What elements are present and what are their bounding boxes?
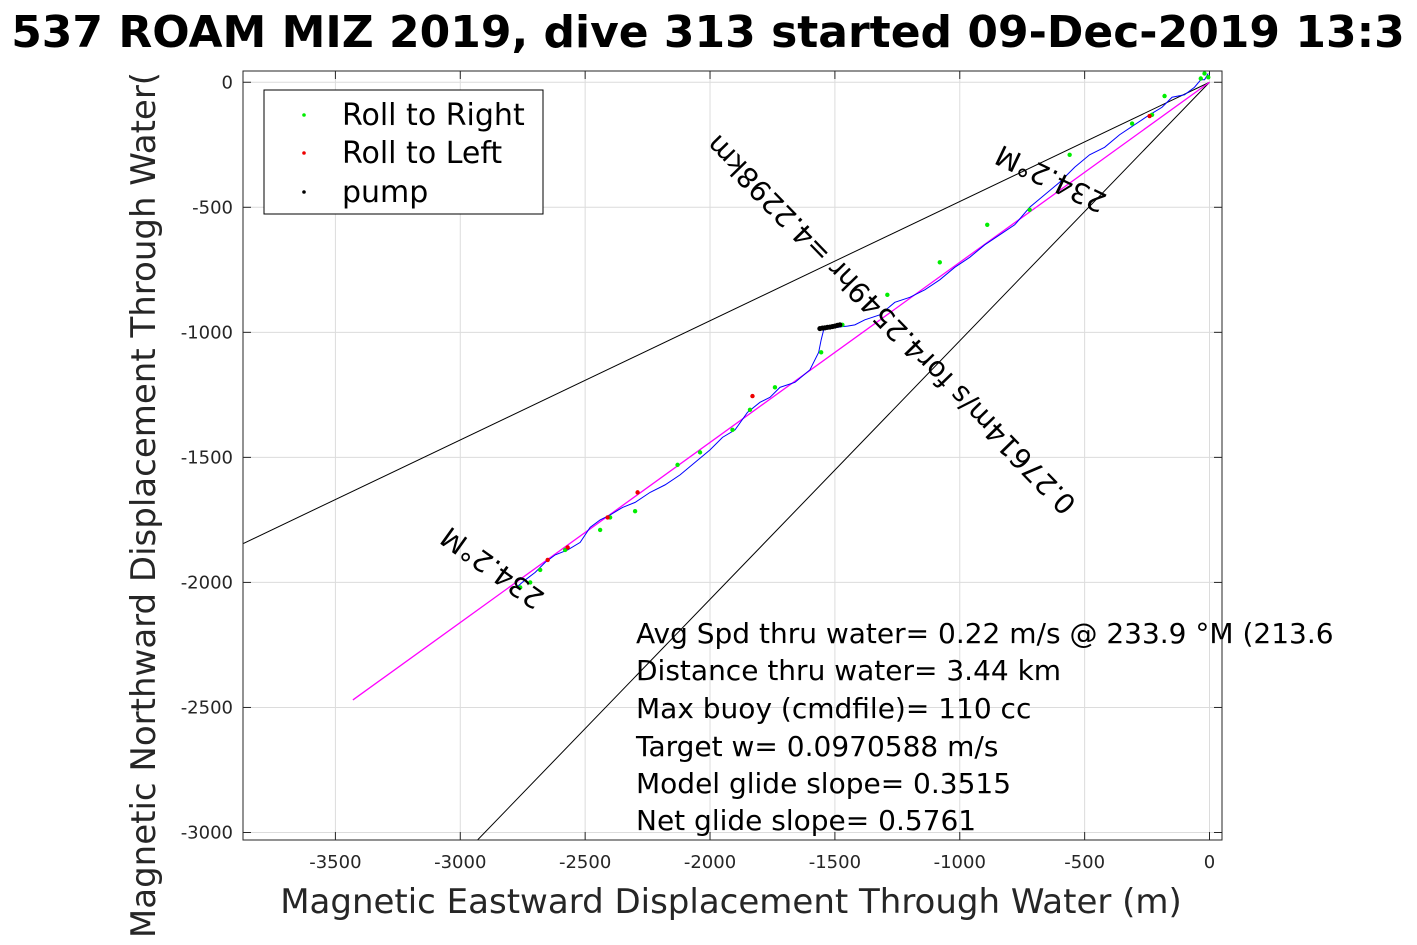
axis-ticks: -3500 -3000 -2500 -2000 -1500 -1000 -500 0 -3000… <box>181 71 1222 873</box>
point-roll-to-left <box>1147 113 1152 119</box>
point-roll-to-right <box>885 292 890 298</box>
x-tick-label: -2000 <box>684 852 736 873</box>
point-roll-to-right <box>1198 76 1203 81</box>
x-tick-label: -1500 <box>809 852 861 873</box>
legend-label-roll-right: Roll to Right <box>342 98 525 133</box>
x-tick-label: -3500 <box>309 852 361 873</box>
heading-bound-line <box>476 81 1210 840</box>
mean-course-line <box>352 81 1210 701</box>
x-tick-label: -3000 <box>434 852 486 873</box>
y-axis-label: Magnetic Northward Displacement Through … <box>124 72 164 938</box>
x-tick-label: -2500 <box>559 852 611 873</box>
reference-lines <box>243 81 1210 840</box>
point-roll-to-right <box>597 527 603 533</box>
point-roll-to-right <box>818 350 824 355</box>
point-roll-to-left <box>565 545 570 550</box>
point-roll-to-right <box>1202 71 1207 76</box>
point-roll-to-right <box>772 385 778 390</box>
point-roll-to-right <box>675 462 680 468</box>
point-roll-to-right <box>985 222 990 227</box>
point-roll-to-right <box>528 580 533 585</box>
legend-marker-pump <box>302 190 306 194</box>
point-roll-to-right <box>1129 121 1135 126</box>
data-points <box>518 71 1211 590</box>
y-tick-label: -500 <box>192 197 233 218</box>
x-tick-label: -1000 <box>934 852 986 873</box>
point-roll-to-right <box>537 567 543 573</box>
annotation-block: Avg Spd thru water= 0.22 m/s @ 233.9 °M … <box>635 617 1334 837</box>
plot-frame <box>242 70 1223 841</box>
point-roll-to-right <box>1067 152 1072 157</box>
x-axis-label: Magnetic Eastward Displacement Through W… <box>280 882 1182 922</box>
legend: Roll to Right Roll to Left pump <box>263 89 544 215</box>
point-pump <box>817 325 823 332</box>
legend-marker-roll-right <box>302 113 306 117</box>
annotation-model-glide: Model glide slope= 0.3515 <box>636 767 1011 800</box>
point-roll-to-right <box>632 508 638 514</box>
point-roll-to-right <box>937 260 942 265</box>
point-roll-to-left <box>635 490 640 495</box>
annotation-avg-speed: Avg Spd thru water= 0.22 m/s @ 233.9 °M … <box>636 617 1334 650</box>
legend-label-roll-left: Roll to Left <box>342 136 502 171</box>
legend-box <box>263 89 544 215</box>
annotation-net-glide: Net glide slope= 0.5761 <box>636 804 976 837</box>
point-roll-to-left <box>750 393 755 399</box>
point-roll-to-left <box>605 515 610 520</box>
point-roll-to-left <box>545 557 550 563</box>
y-tick-label: 0 <box>222 72 233 93</box>
heading-bound-line <box>243 81 1210 545</box>
annotation-target-w: Target w= 0.0970588 m/s <box>635 730 998 763</box>
x-tick-label: 0 <box>1204 852 1215 873</box>
point-roll-to-right <box>1027 207 1032 212</box>
annotation-distance: Distance thru water= 3.44 km <box>636 654 1061 687</box>
legend-marker-roll-left <box>302 151 306 155</box>
legend-label-pump: pump <box>342 175 428 210</box>
point-roll-to-right <box>1206 75 1211 80</box>
y-tick-label: -1500 <box>181 447 233 468</box>
point-roll-to-right <box>1162 93 1167 99</box>
x-tick-label: -500 <box>1064 852 1105 873</box>
chart-title: 537 ROAM MIZ 2019, dive 313 started 09-D… <box>11 7 1405 58</box>
point-roll-to-right <box>518 585 523 590</box>
point-roll-to-right <box>747 407 753 413</box>
grid <box>243 71 1222 840</box>
point-roll-to-right <box>697 450 703 455</box>
y-tick-label: -3000 <box>181 822 233 843</box>
y-tick-label: -2500 <box>181 697 233 718</box>
y-tick-label: -2000 <box>181 572 233 593</box>
point-roll-to-right <box>730 427 735 433</box>
annotation-max-buoy: Max buoy (cmdfile)= 110 cc <box>636 692 1031 725</box>
y-tick-label: -1000 <box>181 322 233 343</box>
